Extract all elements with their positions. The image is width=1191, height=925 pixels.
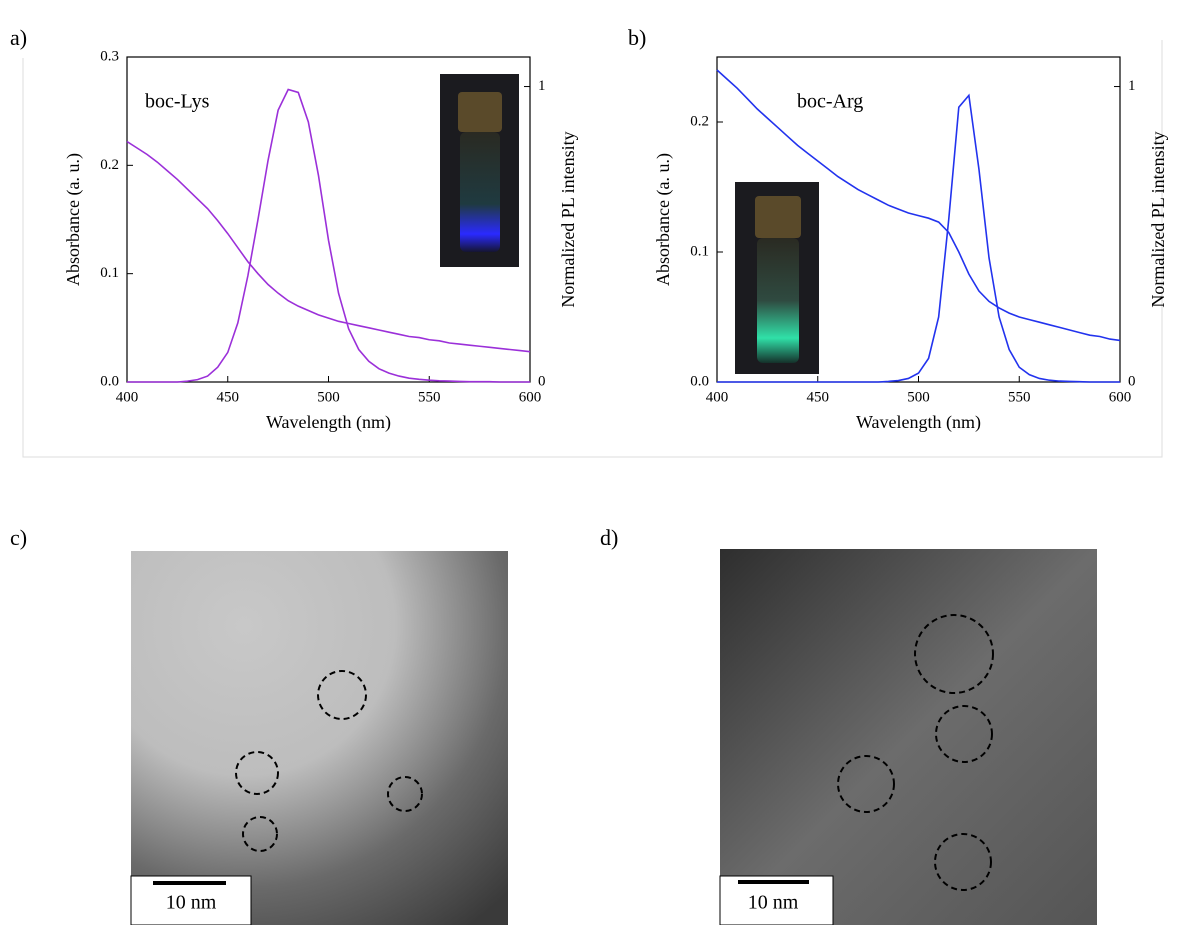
data-line: [126, 140, 531, 353]
y2-axis-label: Normalized PL intensity: [1148, 131, 1168, 307]
inset-photo: [440, 74, 519, 267]
y-tick-label: 0.1: [100, 265, 119, 281]
y2-tick-label: 0: [1128, 373, 1136, 389]
y2-axis-label: Normalized PL intensity: [558, 131, 578, 307]
y-axis-label: Absorbance (a. u.): [63, 153, 84, 286]
panel-label: d): [600, 525, 618, 550]
data-line: [717, 93, 1120, 383]
x-tick-label: 400: [116, 389, 139, 405]
inset-photo: [735, 182, 819, 374]
data-line: [716, 69, 1121, 342]
y2-tick-label: 1: [1128, 78, 1136, 94]
y-tick-label: 0.2: [690, 113, 709, 129]
x-tick-label: 450: [807, 389, 830, 405]
x-tick-label: 500: [317, 389, 340, 405]
annotation: boc-Lys: [145, 91, 210, 113]
panel-label: a): [10, 25, 27, 50]
x-axis-label: Wavelength (nm): [266, 412, 391, 433]
y2-tick-label: 0: [538, 373, 546, 389]
panel-label: c): [10, 525, 27, 550]
y-tick-label: 0.3: [100, 48, 119, 64]
annotation: boc-Arg: [797, 91, 863, 113]
panel-border: [22, 40, 1163, 458]
y2-tick-label: 1: [538, 78, 546, 94]
y-tick-label: 0.0: [690, 373, 709, 389]
x-tick-label: 400: [706, 389, 729, 405]
y-tick-label: 0.0: [100, 373, 119, 389]
scale-bar-label: 10 nm: [748, 892, 799, 914]
x-tick-label: 500: [907, 389, 930, 405]
x-tick-label: 550: [1008, 389, 1031, 405]
y-axis-label: Absorbance (a. u.): [653, 153, 674, 286]
x-tick-label: 450: [217, 389, 240, 405]
x-tick-label: 550: [418, 389, 441, 405]
tem-image: [130, 551, 508, 925]
panel-label: b): [628, 25, 646, 50]
x-tick-label: 600: [519, 389, 542, 405]
scale-bar-label: 10 nm: [166, 892, 217, 914]
y-tick-label: 0.2: [100, 157, 119, 173]
data-line: [127, 88, 530, 383]
x-tick-label: 600: [1109, 389, 1132, 405]
x-axis-label: Wavelength (nm): [856, 412, 981, 433]
tem-image: [719, 549, 1097, 925]
y-tick-label: 0.1: [690, 243, 709, 259]
